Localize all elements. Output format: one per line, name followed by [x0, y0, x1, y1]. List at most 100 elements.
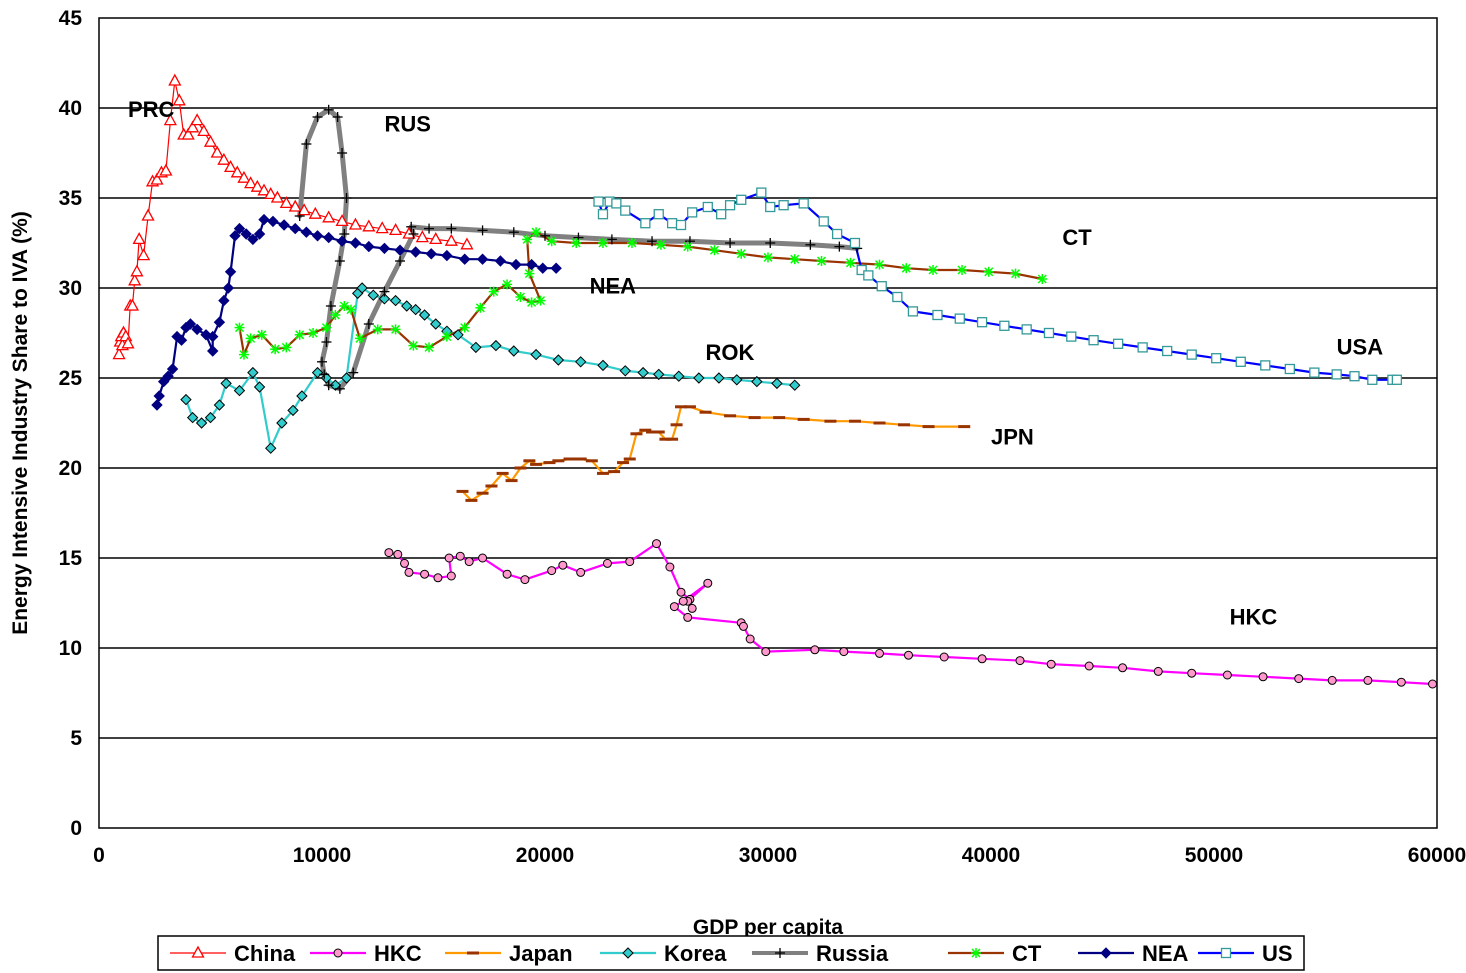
data-point-russia — [725, 238, 736, 248]
data-point-nea — [363, 240, 375, 253]
data-point-ct — [546, 236, 557, 247]
legend-item-us: US — [1198, 941, 1293, 966]
data-point-us — [756, 187, 767, 198]
data-point-korea — [329, 379, 342, 391]
data-point-russia — [341, 193, 352, 203]
y-tick-label: 10 — [59, 637, 82, 660]
data-point-korea — [673, 370, 685, 382]
data-point-us — [593, 196, 604, 207]
data-point-ct — [270, 344, 281, 355]
annotation-ct: CT — [1062, 225, 1092, 250]
data-point-hkc — [683, 612, 693, 622]
data-point-hkc — [444, 553, 454, 563]
data-point-russia — [406, 221, 417, 232]
data-point-nea — [218, 294, 230, 307]
data-point-us — [1331, 369, 1342, 380]
legend-item-japan: Japan — [445, 941, 573, 966]
x-tick-label: 40000 — [962, 844, 1020, 867]
data-point-russia — [312, 112, 323, 122]
data-point-china — [172, 93, 186, 106]
data-point-russia — [339, 229, 350, 239]
data-point-ct — [1037, 274, 1048, 284]
x-tick-label: 20000 — [516, 844, 574, 867]
data-point-korea — [731, 374, 743, 386]
data-point-korea — [597, 359, 609, 372]
data-point-ct — [901, 263, 912, 274]
data-point-korea — [430, 318, 442, 330]
legend-marker — [191, 945, 205, 958]
data-point-russia — [408, 229, 419, 239]
data-point-nea — [550, 262, 562, 274]
data-point-korea — [180, 393, 192, 406]
data-point-hkc — [1396, 677, 1406, 687]
annotation-prc: PRC — [128, 97, 175, 122]
data-point-korea — [508, 345, 520, 357]
data-point-nea — [213, 316, 226, 328]
legend-label: CT — [1012, 941, 1042, 966]
data-point-ct — [626, 238, 637, 248]
data-point-china — [210, 145, 224, 158]
data-point-ct — [763, 252, 773, 263]
y-tick-label: 25 — [59, 367, 83, 390]
data-point-ct — [522, 234, 533, 245]
data-point-russia — [334, 256, 345, 266]
y-axis-tick-labels: 0 5 10 15 20 25 30 35 40 45 — [59, 7, 83, 840]
data-point-china — [444, 233, 458, 246]
data-point-nea — [175, 334, 188, 346]
data-point-china — [121, 336, 135, 349]
data-point-russia — [334, 383, 345, 394]
data-point-hkc — [761, 647, 771, 657]
annotation-rok: ROK — [706, 340, 755, 365]
data-point-ct — [1010, 268, 1021, 279]
data-point-russia — [332, 112, 343, 122]
legend-marker — [1100, 947, 1112, 959]
data-point-korea — [220, 377, 232, 390]
data-point-us — [1309, 367, 1320, 378]
data-point-russia — [379, 286, 390, 297]
data-point-nea — [267, 215, 279, 228]
legend-marker — [971, 948, 981, 958]
data-point-hkc — [625, 557, 635, 567]
data-point-korea — [619, 365, 631, 377]
data-point-nea — [409, 246, 422, 258]
data-point-ct — [245, 333, 256, 344]
data-point-china — [130, 264, 144, 277]
y-tick-label: 20 — [59, 457, 82, 480]
data-point-russia — [363, 319, 374, 329]
annotation-jpn: JPN — [991, 425, 1034, 450]
data-point-nea — [258, 213, 270, 226]
data-point-nea — [525, 258, 538, 271]
data-point-ct — [845, 257, 856, 268]
data-point-china — [348, 217, 363, 230]
data-point-china — [362, 219, 376, 232]
data-point-ct — [874, 259, 885, 270]
y-axis-title: Energy Intensive Industry Share to IVA (… — [9, 211, 32, 635]
data-point-nea — [207, 345, 219, 357]
data-point-russia — [325, 301, 336, 311]
data-point-hkc — [665, 562, 675, 572]
legend-label: US — [1262, 941, 1293, 966]
data-point-ct — [234, 322, 245, 333]
data-point-ct — [408, 340, 419, 351]
series-markers-nea — [151, 213, 562, 411]
x-axis-tick-labels: 0 10000 20000 30000 40000 50000 60000 — [93, 844, 1466, 867]
data-point-china — [190, 113, 204, 126]
data-point-us — [818, 216, 829, 227]
data-point-china — [150, 172, 164, 185]
data-point-nea — [278, 219, 290, 231]
data-point-nea — [233, 222, 246, 235]
data-point-china — [388, 223, 403, 236]
series-line-japan — [461, 405, 966, 502]
data-point-nea — [229, 230, 241, 242]
data-point-hkc — [384, 548, 394, 558]
data-point-us — [876, 281, 887, 292]
legend-item-korea: Korea — [600, 941, 727, 966]
data-point-korea — [296, 390, 308, 402]
data-point-us — [675, 219, 687, 231]
y-tick-label: 5 — [70, 727, 82, 750]
data-point-korea — [552, 354, 565, 366]
data-point-ct — [308, 328, 319, 338]
data-point-us — [653, 209, 664, 220]
data-point-korea — [574, 356, 587, 368]
